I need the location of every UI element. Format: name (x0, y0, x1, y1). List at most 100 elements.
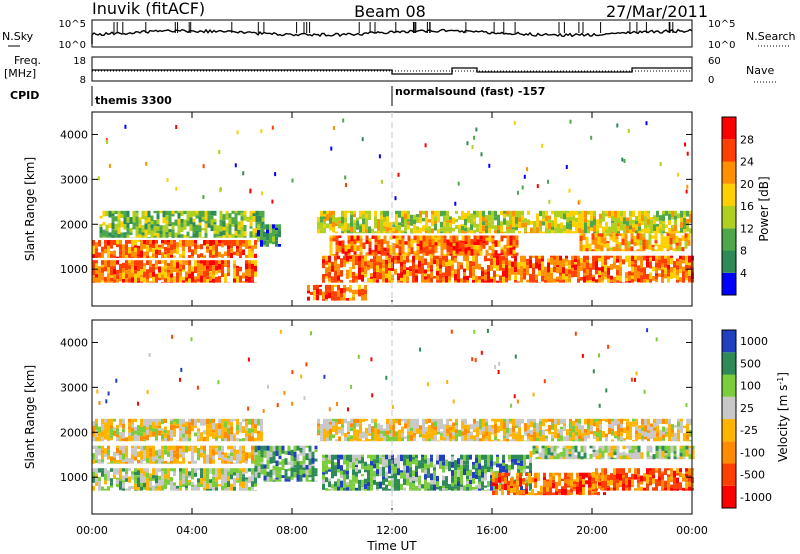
heatmap-cell (460, 262, 463, 265)
heatmap-cell (140, 459, 143, 464)
heatmap-cell (525, 472, 528, 476)
heatmap-cell (685, 271, 688, 278)
heatmap-cell (412, 268, 415, 276)
heatmap-cell (508, 454, 511, 460)
heatmap-cell (188, 437, 191, 442)
heatmap-cell (143, 450, 146, 455)
heatmap-cell (452, 422, 455, 427)
heatmap-cell (442, 485, 445, 489)
heatmap-cell (535, 255, 538, 263)
heatmap-cell (114, 223, 118, 231)
heatmap-cell (185, 485, 188, 488)
heatmap-cell (395, 420, 398, 424)
heatmap-cell (527, 433, 530, 437)
colorbar-tick-label: 12 (740, 222, 754, 235)
heatmap-cell (625, 453, 629, 456)
heatmap-cell (326, 418, 329, 426)
heatmap-cell (670, 272, 673, 279)
heatmap-cell (506, 214, 509, 217)
heatmap-cell (314, 470, 318, 474)
heatmap-cell (440, 210, 443, 217)
heatmap-cell (665, 427, 668, 433)
heatmap-cell (284, 458, 288, 465)
heatmap-cell (338, 216, 341, 222)
heatmap-cell (616, 258, 619, 263)
heatmap-cell (482, 438, 485, 442)
heatmap-cell (597, 244, 601, 249)
heatmap-cell (164, 468, 167, 475)
heatmap-cell (653, 215, 656, 220)
heatmap-cell (479, 424, 482, 430)
heatmap-cell (488, 253, 492, 256)
heatmap-cell (506, 229, 509, 234)
heatmap-cell (419, 231, 422, 234)
heatmap-cell (260, 439, 263, 442)
heatmap-cell (170, 481, 173, 487)
heatmap-cell (167, 253, 170, 258)
heatmap-cell (635, 425, 638, 431)
heatmap-cell (539, 436, 542, 442)
heatmap-cell (553, 454, 557, 457)
colorbar-tick-label: 28 (740, 133, 754, 146)
heatmap-cell (476, 223, 479, 228)
heatmap-cell (595, 475, 598, 482)
heatmap-cell (210, 215, 214, 220)
heatmap-cell (667, 485, 670, 491)
heatmap-cell (132, 216, 136, 223)
heatmap-cell (634, 267, 637, 271)
heatmap-cell (457, 470, 460, 477)
heatmap-cell (410, 434, 413, 441)
heatmap-cell (370, 278, 373, 283)
heatmap-cell (482, 225, 485, 232)
heatmap-cell (131, 277, 134, 283)
heatmap-cell (341, 223, 344, 226)
heatmap-cell (107, 240, 110, 246)
heatmap-cell (583, 264, 586, 269)
heatmap-cell (221, 485, 224, 491)
heatmap-cell (248, 468, 251, 472)
heatmap-cell (143, 471, 146, 477)
heatmap-cell (188, 434, 191, 438)
heatmap-cell (150, 215, 154, 222)
heatmap-cell (249, 226, 253, 229)
heatmap-cell (509, 245, 513, 248)
heatmap-cell (161, 477, 164, 481)
heatmap-cell (143, 445, 146, 451)
heatmap-cell (155, 418, 158, 426)
heatmap-cell (111, 213, 115, 217)
heatmap-cell (120, 210, 124, 215)
heatmap-cell (609, 247, 613, 251)
heatmap-cell (628, 453, 632, 458)
heatmap-cell (243, 236, 247, 238)
heatmap-cell (353, 244, 357, 252)
heatmap-cell (638, 432, 641, 437)
heatmap-cell (173, 260, 176, 267)
heatmap-cell (394, 466, 397, 471)
heatmap-cell (662, 214, 665, 222)
heatmap-cell (440, 221, 443, 228)
heatmap-cell (392, 254, 396, 256)
heatmap-cell (325, 276, 328, 279)
heatmap-cell (626, 426, 629, 431)
heatmap-cell (509, 434, 512, 437)
heatmap-cell (424, 269, 427, 274)
heatmap-cell (389, 429, 392, 434)
heatmap-cell (329, 210, 332, 218)
heatmap-cell (325, 255, 328, 261)
scatter-cell (578, 199, 581, 204)
heatmap-cell (584, 435, 587, 438)
heatmap-cell (398, 435, 401, 442)
heatmap-cell (448, 467, 451, 472)
heatmap-cell (182, 251, 185, 256)
heatmap-cell (602, 435, 605, 438)
heatmap-cell (364, 466, 367, 470)
heatmap-cell (526, 465, 529, 469)
heatmap-cell (588, 487, 591, 491)
heatmap-cell (191, 249, 194, 257)
heatmap-cell (601, 474, 604, 482)
heatmap-cell (625, 445, 629, 449)
heatmap-cell (296, 480, 300, 482)
heatmap-cell (440, 251, 444, 256)
heatmap-cell (448, 259, 451, 266)
heatmap-cell (547, 458, 551, 460)
